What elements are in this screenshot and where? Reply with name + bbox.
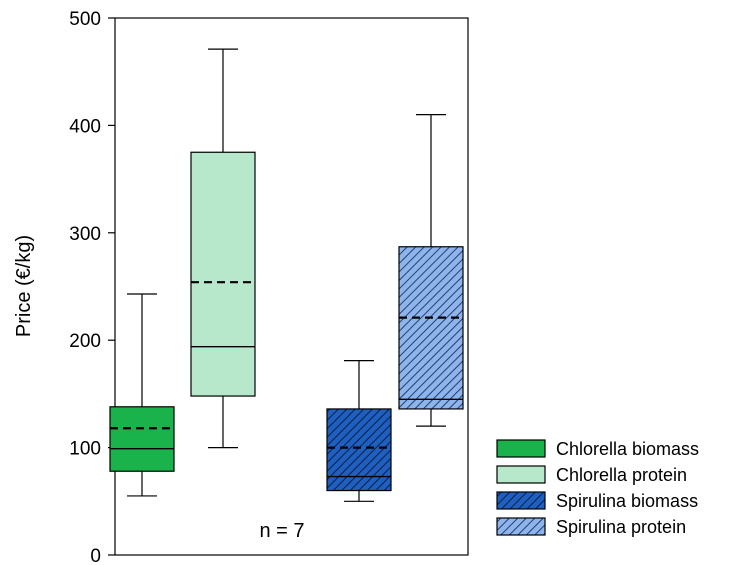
legend-swatch [496, 517, 546, 536]
iqr-box [190, 151, 256, 397]
plot-frame [114, 17, 469, 556]
iqr-box [398, 246, 464, 410]
box-chlorella-protein [190, 48, 256, 449]
y-tick-label: 100 [69, 439, 101, 460]
iqr-box [109, 406, 175, 472]
legend-swatch [496, 439, 546, 458]
legend-label: Chlorella biomass [556, 439, 699, 459]
box-spirulina-protein [398, 114, 464, 427]
box-plots [109, 48, 464, 502]
legend-label: Spirulina protein [556, 517, 686, 537]
y-axis: 0 100 200 300 400 500 [69, 9, 115, 565]
legend-item: Spirulina biomass [496, 491, 698, 511]
legend-label: Chlorella protein [556, 465, 687, 485]
y-tick-label: 400 [69, 116, 101, 137]
y-tick-label: 200 [69, 331, 101, 352]
legend-label: Spirulina biomass [556, 491, 698, 511]
box-chlorella-biomass [109, 293, 175, 497]
y-tick-label: 0 [90, 546, 101, 565]
legend-item: Chlorella protein [496, 465, 687, 485]
legend-item: Chlorella biomass [496, 439, 699, 459]
y-tick-label: 300 [69, 224, 101, 245]
iqr-box [326, 408, 392, 492]
y-tick-label: 500 [69, 9, 101, 30]
y-axis-label: Price (€/kg) [13, 235, 35, 337]
legend-swatch [496, 491, 546, 510]
legend: Chlorella biomass Chlorella protein Spirul… [496, 439, 699, 537]
legend-item: Spirulina protein [496, 517, 686, 537]
box-spirulina-biomass [326, 360, 392, 502]
legend-swatch [496, 465, 546, 484]
sample-size-annotation: n = 7 [259, 520, 304, 542]
